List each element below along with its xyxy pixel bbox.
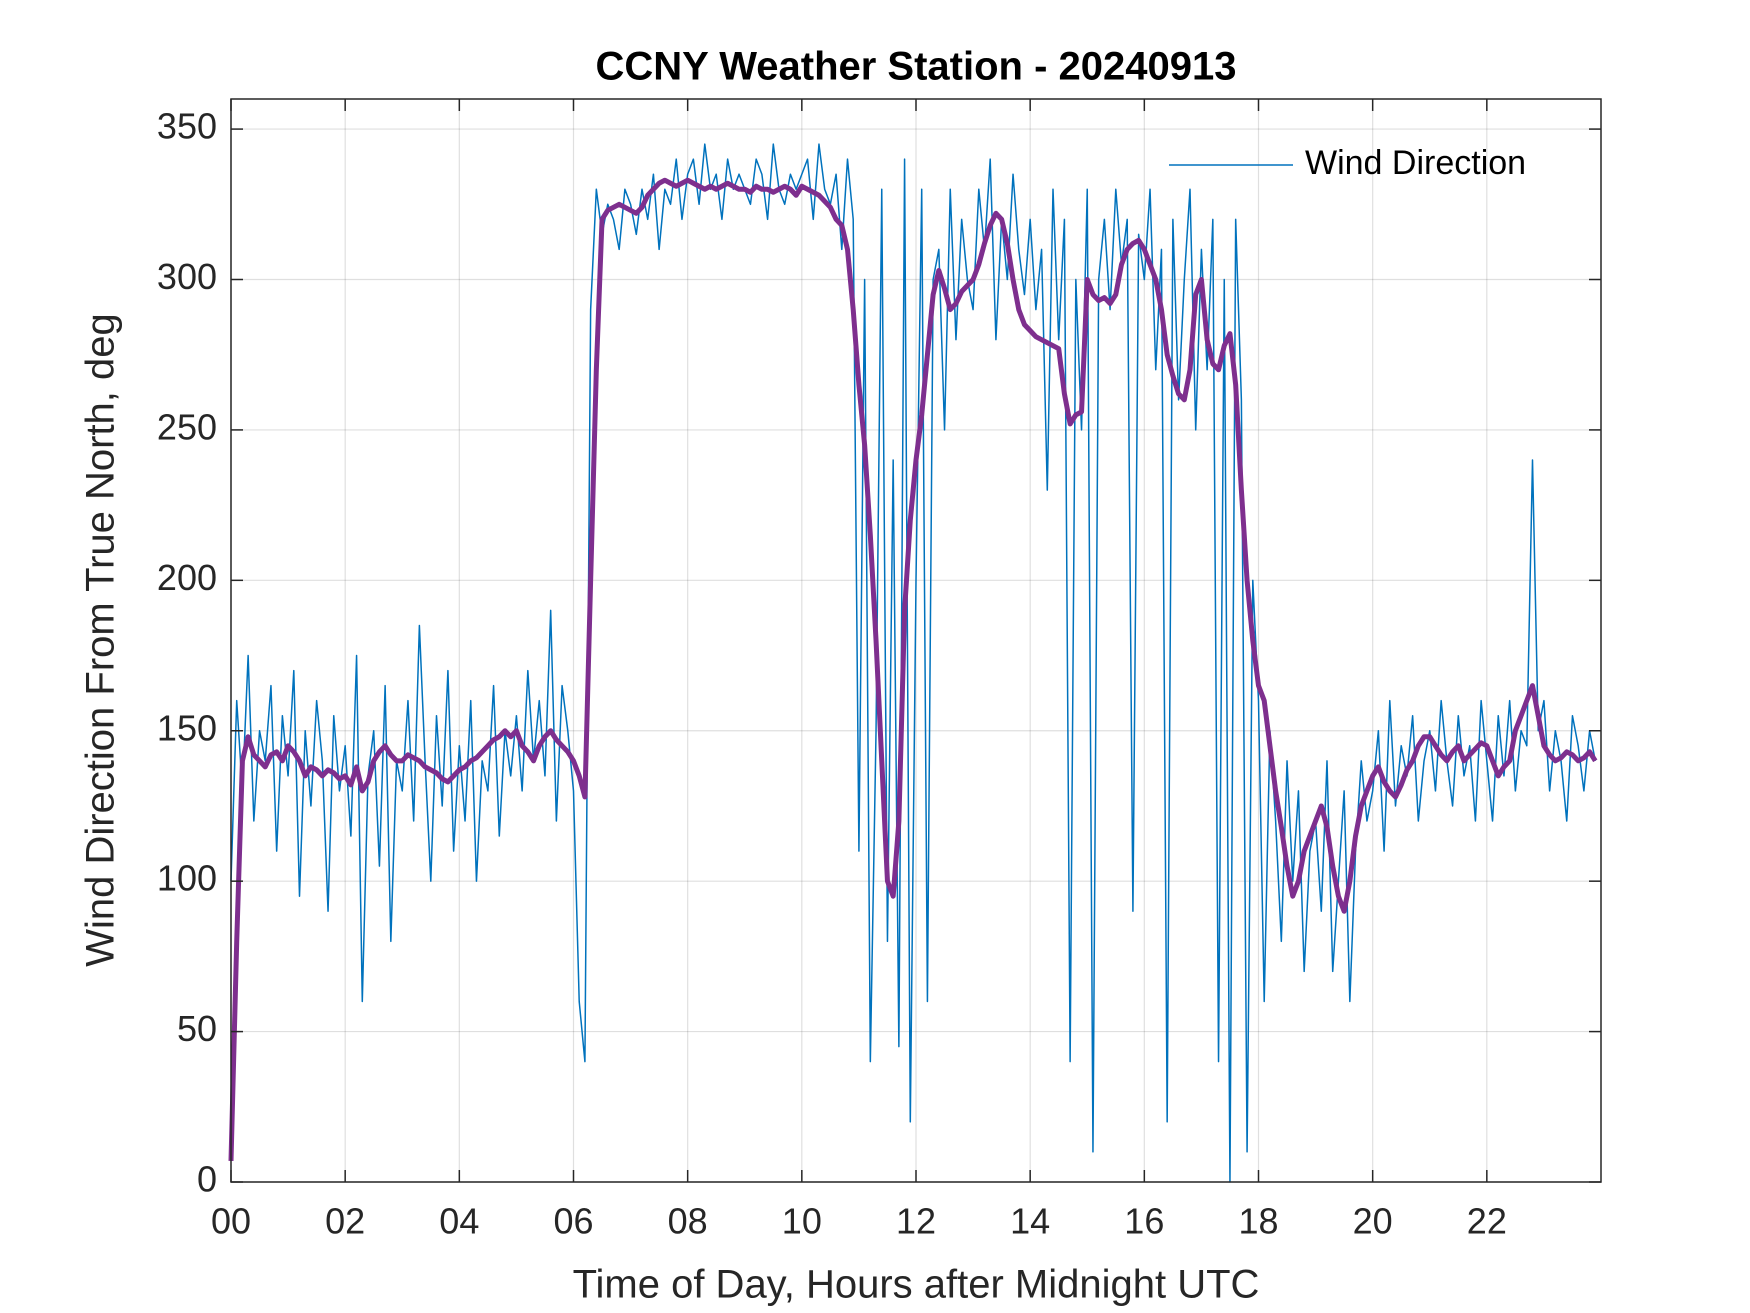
x-tick-label: 04 <box>439 1201 479 1242</box>
x-tick-label: 06 <box>553 1201 593 1242</box>
legend-entry: Wind Direction <box>1169 144 1526 182</box>
x-tick-label: 20 <box>1353 1201 1393 1242</box>
y-tick-label: 300 <box>157 256 217 297</box>
x-tick-label: 18 <box>1238 1201 1278 1242</box>
series-line <box>228 177 1598 1162</box>
x-tick-label: 08 <box>668 1201 708 1242</box>
y-tick-label: 100 <box>157 858 217 899</box>
x-tick-label: 10 <box>782 1201 822 1242</box>
x-tick-label: 12 <box>896 1201 936 1242</box>
chart-title: CCNY Weather Station - 20240913 <box>596 45 1237 89</box>
y-tick-label: 50 <box>177 1008 217 1049</box>
series-line <box>230 143 1597 1183</box>
x-tick-label: 00 <box>211 1201 251 1242</box>
y-tick-label: 250 <box>157 406 217 447</box>
y-tick-label: 200 <box>157 557 217 598</box>
data-line <box>228 177 1598 1162</box>
x-tick-label: 16 <box>1124 1201 1164 1242</box>
x-tick-label: 22 <box>1467 1201 1507 1242</box>
legend-label: Wind Direction <box>1305 144 1526 182</box>
y-tick-label: 350 <box>157 106 217 147</box>
x-tick-label: 02 <box>325 1201 365 1242</box>
y-axis-label: Wind Direction From True North, deg <box>79 313 123 967</box>
x-axis-label: Time of Day, Hours after Midnight UTC <box>573 1263 1260 1307</box>
data-line <box>230 143 1597 1183</box>
y-tick-label: 0 <box>197 1159 217 1200</box>
y-tick-label: 150 <box>157 707 217 748</box>
x-tick-label: 14 <box>1010 1201 1050 1242</box>
